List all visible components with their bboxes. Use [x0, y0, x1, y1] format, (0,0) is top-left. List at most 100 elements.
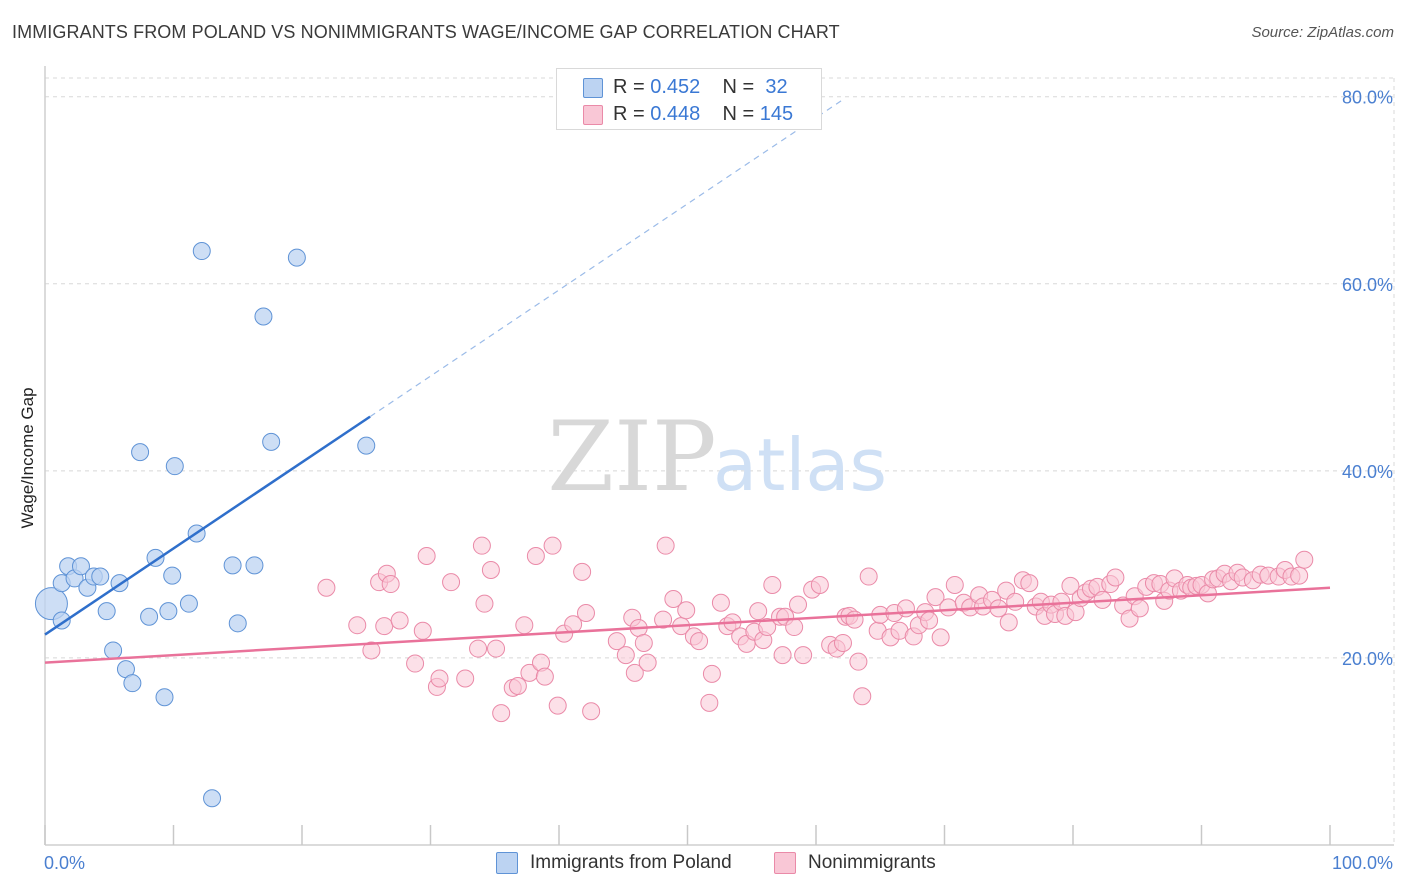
poland-point — [123, 674, 142, 693]
nonimmigrants-point — [526, 546, 545, 565]
poland-point — [254, 307, 273, 326]
non-n-value: 145 — [759, 102, 794, 125]
nonimmigrants-points — [317, 536, 1314, 723]
trend-lines — [44, 99, 1331, 664]
nonimmigrants-point — [573, 562, 592, 581]
nonimmigrants-point — [849, 652, 868, 671]
nonimmigrants-point — [430, 669, 449, 688]
watermark-zip: ZIP — [547, 401, 716, 513]
nonimmigrants-trend-line — [44, 586, 1331, 664]
watermark: ZIP atlas — [547, 401, 887, 513]
nonimmigrants-point — [1020, 574, 1039, 593]
poland-point — [71, 557, 90, 576]
poland-point — [104, 641, 123, 660]
poland-point — [179, 594, 198, 613]
poland-legend-label: Immigrants from Poland — [530, 852, 732, 873]
poland-trend-extension — [369, 99, 843, 418]
x-tick-label: 100.0% — [1332, 853, 1393, 873]
tick-labels: 20.0% 40.0% 60.0% 80.0% 0.0% 100.0% — [44, 88, 1393, 873]
nonimmigrants-point — [1006, 592, 1025, 611]
nonimmigrants-point — [317, 578, 336, 597]
nonimmigrants-point — [576, 604, 595, 623]
non-r-value: 0.448 — [650, 102, 701, 125]
nonimmigrants-point — [853, 687, 872, 706]
poland-point — [192, 242, 211, 261]
nonimmigrants-swatch — [583, 105, 603, 125]
source-label: Source: ZipAtlas.com — [1251, 24, 1394, 41]
nonimmigrants-point — [690, 632, 709, 651]
nonimmigrants-point — [789, 595, 808, 614]
series-legend: Immigrants from Poland Nonimmigrants — [0, 852, 1406, 878]
correlation-legend: R = 0.452 N = 32 R = 0.448 N = 145 — [556, 68, 822, 130]
axes — [44, 66, 1394, 846]
poland-r-label: R = — [613, 75, 651, 98]
nonimmigrants-point — [758, 618, 777, 637]
nonimmigrants-point — [472, 536, 491, 555]
nonimmigrants-point — [582, 702, 601, 721]
poland-point — [159, 602, 178, 621]
poland-points — [34, 242, 376, 808]
nonimmigrants-point — [607, 632, 626, 651]
nonimmigrants-point — [810, 575, 829, 594]
poland-point — [223, 556, 242, 575]
nonimmigrants-point — [845, 610, 864, 629]
nonimmigrants-point — [763, 575, 782, 594]
nonimmigrants-point — [939, 598, 958, 617]
poland-point — [228, 614, 247, 633]
nonimmigrants-point — [1106, 568, 1125, 587]
nonimmigrants-point — [543, 536, 562, 555]
nonimmigrants-point — [1290, 566, 1309, 585]
nonimmigrants-point — [702, 664, 721, 683]
nonimmigrants-point — [656, 536, 675, 555]
nonimmigrants-point — [654, 610, 673, 629]
poland-point — [203, 789, 222, 808]
poland-r-value: 0.452 — [650, 75, 701, 98]
y-tick-label: 20.0% — [1342, 649, 1393, 669]
nonimmigrants-point — [999, 613, 1018, 632]
poland-point — [155, 688, 174, 707]
poland-point — [97, 602, 116, 621]
nonimmigrants-point — [515, 616, 534, 635]
x-tick-label: 0.0% — [44, 853, 85, 873]
nonimmigrants-point — [896, 599, 915, 618]
nonimmigrants-point — [945, 575, 964, 594]
nonimmigrants-point — [406, 654, 425, 673]
legend-item-nonimmigrants: Nonimmigrants — [774, 852, 936, 874]
nonimmigrants-point — [859, 567, 878, 586]
nonimmigrants-point — [664, 589, 683, 608]
nonimmigrants-point — [487, 639, 506, 658]
legend-row-nonimmigrants: R = 0.448 N = 145 — [583, 102, 793, 126]
nonimmigrants-legend-label: Nonimmigrants — [808, 852, 936, 873]
nonimmigrants-point — [1295, 550, 1314, 569]
nonimmigrants-point — [442, 573, 461, 592]
poland-swatch — [583, 78, 603, 98]
poland-point — [287, 248, 306, 267]
poland-trend-line — [44, 415, 371, 636]
non-r-label: R = — [613, 102, 651, 125]
nonimmigrants-legend-swatch — [774, 852, 796, 874]
poland-point — [140, 607, 159, 626]
nonimmigrants-point — [492, 704, 511, 723]
poland-point — [91, 567, 110, 586]
nonimmigrants-point — [931, 628, 950, 647]
nonimmigrants-point — [773, 646, 792, 665]
nonimmigrants-point — [749, 602, 768, 621]
nonimmigrants-point — [794, 646, 813, 665]
nonimmigrants-point — [638, 653, 657, 672]
poland-point — [165, 457, 184, 476]
y-tick-label: 60.0% — [1342, 275, 1393, 295]
nonimmigrants-point — [456, 669, 475, 688]
poland-n-value: 32 — [759, 75, 788, 98]
poland-point — [262, 432, 281, 451]
nonimmigrants-point — [1130, 599, 1149, 618]
chart-title: IMMIGRANTS FROM POLAND VS NONIMMIGRANTS … — [12, 22, 840, 42]
nonimmigrants-point — [475, 594, 494, 613]
nonimmigrants-point — [390, 611, 409, 630]
nonimmigrants-point — [634, 633, 653, 652]
poland-point — [245, 556, 264, 575]
nonimmigrants-point — [1061, 576, 1080, 595]
nonimmigrants-point — [785, 618, 804, 637]
nonimmigrants-point — [711, 593, 730, 612]
legend-item-poland: Immigrants from Poland — [496, 852, 732, 874]
